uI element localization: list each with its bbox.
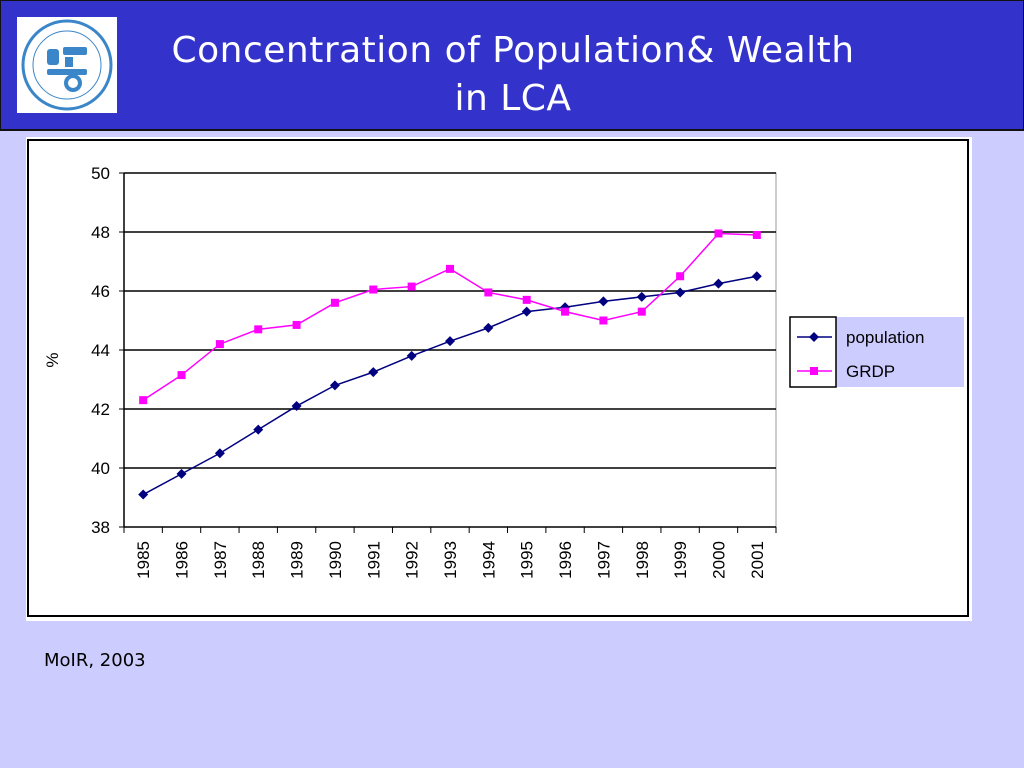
data-point-population [675, 287, 686, 298]
data-point-population [253, 424, 264, 435]
data-point-grdp [714, 229, 723, 238]
data-point-population [598, 296, 609, 307]
data-point-population [406, 350, 417, 361]
data-point-population [329, 380, 340, 391]
data-point-grdp [484, 288, 493, 297]
data-point-grdp [177, 371, 186, 380]
data-point-grdp [139, 396, 148, 405]
chart-panel: 38 40 42 44 46 48 50% 1985 1986 1987 1988 1989 1990 1… [26, 137, 972, 621]
x-tick-label: 1988 [249, 541, 268, 579]
data-point-grdp [292, 320, 301, 329]
data-point-population [483, 322, 494, 333]
line-chart: 38 40 42 44 46 48 50% 1985 1986 1987 1988 1989 1990 1… [27, 139, 969, 617]
legend: population GRDP [789, 316, 964, 388]
data-point-grdp [254, 325, 263, 334]
source-note: MoIR, 2003 [44, 650, 146, 671]
chart-border [27, 139, 969, 617]
data-point-grdp [446, 264, 454, 273]
data-point-population [713, 278, 724, 289]
series-line-population [142, 275, 757, 496]
series-line-grdp [142, 232, 757, 401]
data-point-grdp [637, 307, 646, 316]
y-tick-label: 48 [91, 223, 110, 242]
data-point-grdp [561, 307, 570, 316]
x-tick-label: 1999 [671, 541, 690, 579]
x-tick-label: 1994 [479, 541, 498, 579]
y-tick-label: 46 [91, 282, 110, 301]
data-point-grdp [215, 340, 224, 349]
legend-label-population: population [846, 328, 924, 347]
x-tick-label: 1990 [326, 541, 345, 579]
data-point-population [214, 448, 225, 459]
data-point-grdp [676, 272, 685, 281]
slide-header: Concentration of Population& Wealth in L… [0, 0, 1024, 131]
data-point-grdp [522, 295, 531, 304]
x-tick-label: 2001 [748, 541, 767, 579]
x-tick-label: 1998 [633, 541, 652, 579]
legend-marker-grdp [810, 367, 818, 375]
x-tick-label: 1991 [364, 541, 383, 579]
data-point-population [445, 336, 455, 347]
legend-marker-population [809, 332, 819, 342]
y-tick-label: 38 [91, 518, 110, 537]
x-tick-label: 1989 [288, 541, 307, 579]
x-tick-label: 1996 [556, 541, 575, 579]
legend-swatch-area [789, 316, 837, 388]
y-axis-label: % [43, 352, 62, 367]
x-tick-label: 1992 [403, 541, 422, 579]
data-point-population [368, 367, 379, 378]
y-tick-label: 50 [91, 164, 110, 183]
data-point-grdp [369, 285, 378, 294]
data-point-population [751, 271, 762, 282]
slide-title: Concentration of Population& Wealth in L… [171, 30, 855, 119]
data-point-population [138, 489, 149, 500]
data-point-population [291, 401, 302, 412]
data-point-population [636, 291, 647, 302]
x-tick-label: 1987 [211, 541, 230, 579]
x-tick-label: 1986 [173, 541, 192, 579]
legend-label-grdp: GRDP [846, 362, 895, 381]
y-tick-label: 42 [91, 400, 110, 419]
y-tick-label: 44 [91, 341, 110, 360]
x-tick-label: 1995 [518, 541, 537, 579]
data-point-grdp [752, 230, 761, 239]
x-tick-label: 1993 [441, 541, 460, 579]
x-tick-label: 1997 [594, 541, 613, 579]
series-lines [138, 229, 762, 500]
data-point-grdp [599, 316, 608, 325]
data-point-population [176, 468, 187, 479]
y-tick-label: 40 [91, 459, 110, 478]
x-tick-label: 2000 [709, 541, 728, 579]
data-point-grdp [407, 282, 416, 291]
x-tick-label: 1985 [134, 541, 153, 579]
axes: 38 40 42 44 46 48 50% 1985 1986 1987 1988 1989 1990 1… [43, 164, 777, 579]
logo-emblem-icon [21, 19, 113, 111]
organization-logo [17, 17, 117, 113]
data-point-grdp [330, 298, 339, 307]
grid-lines [123, 172, 777, 528]
data-point-population [521, 306, 532, 317]
